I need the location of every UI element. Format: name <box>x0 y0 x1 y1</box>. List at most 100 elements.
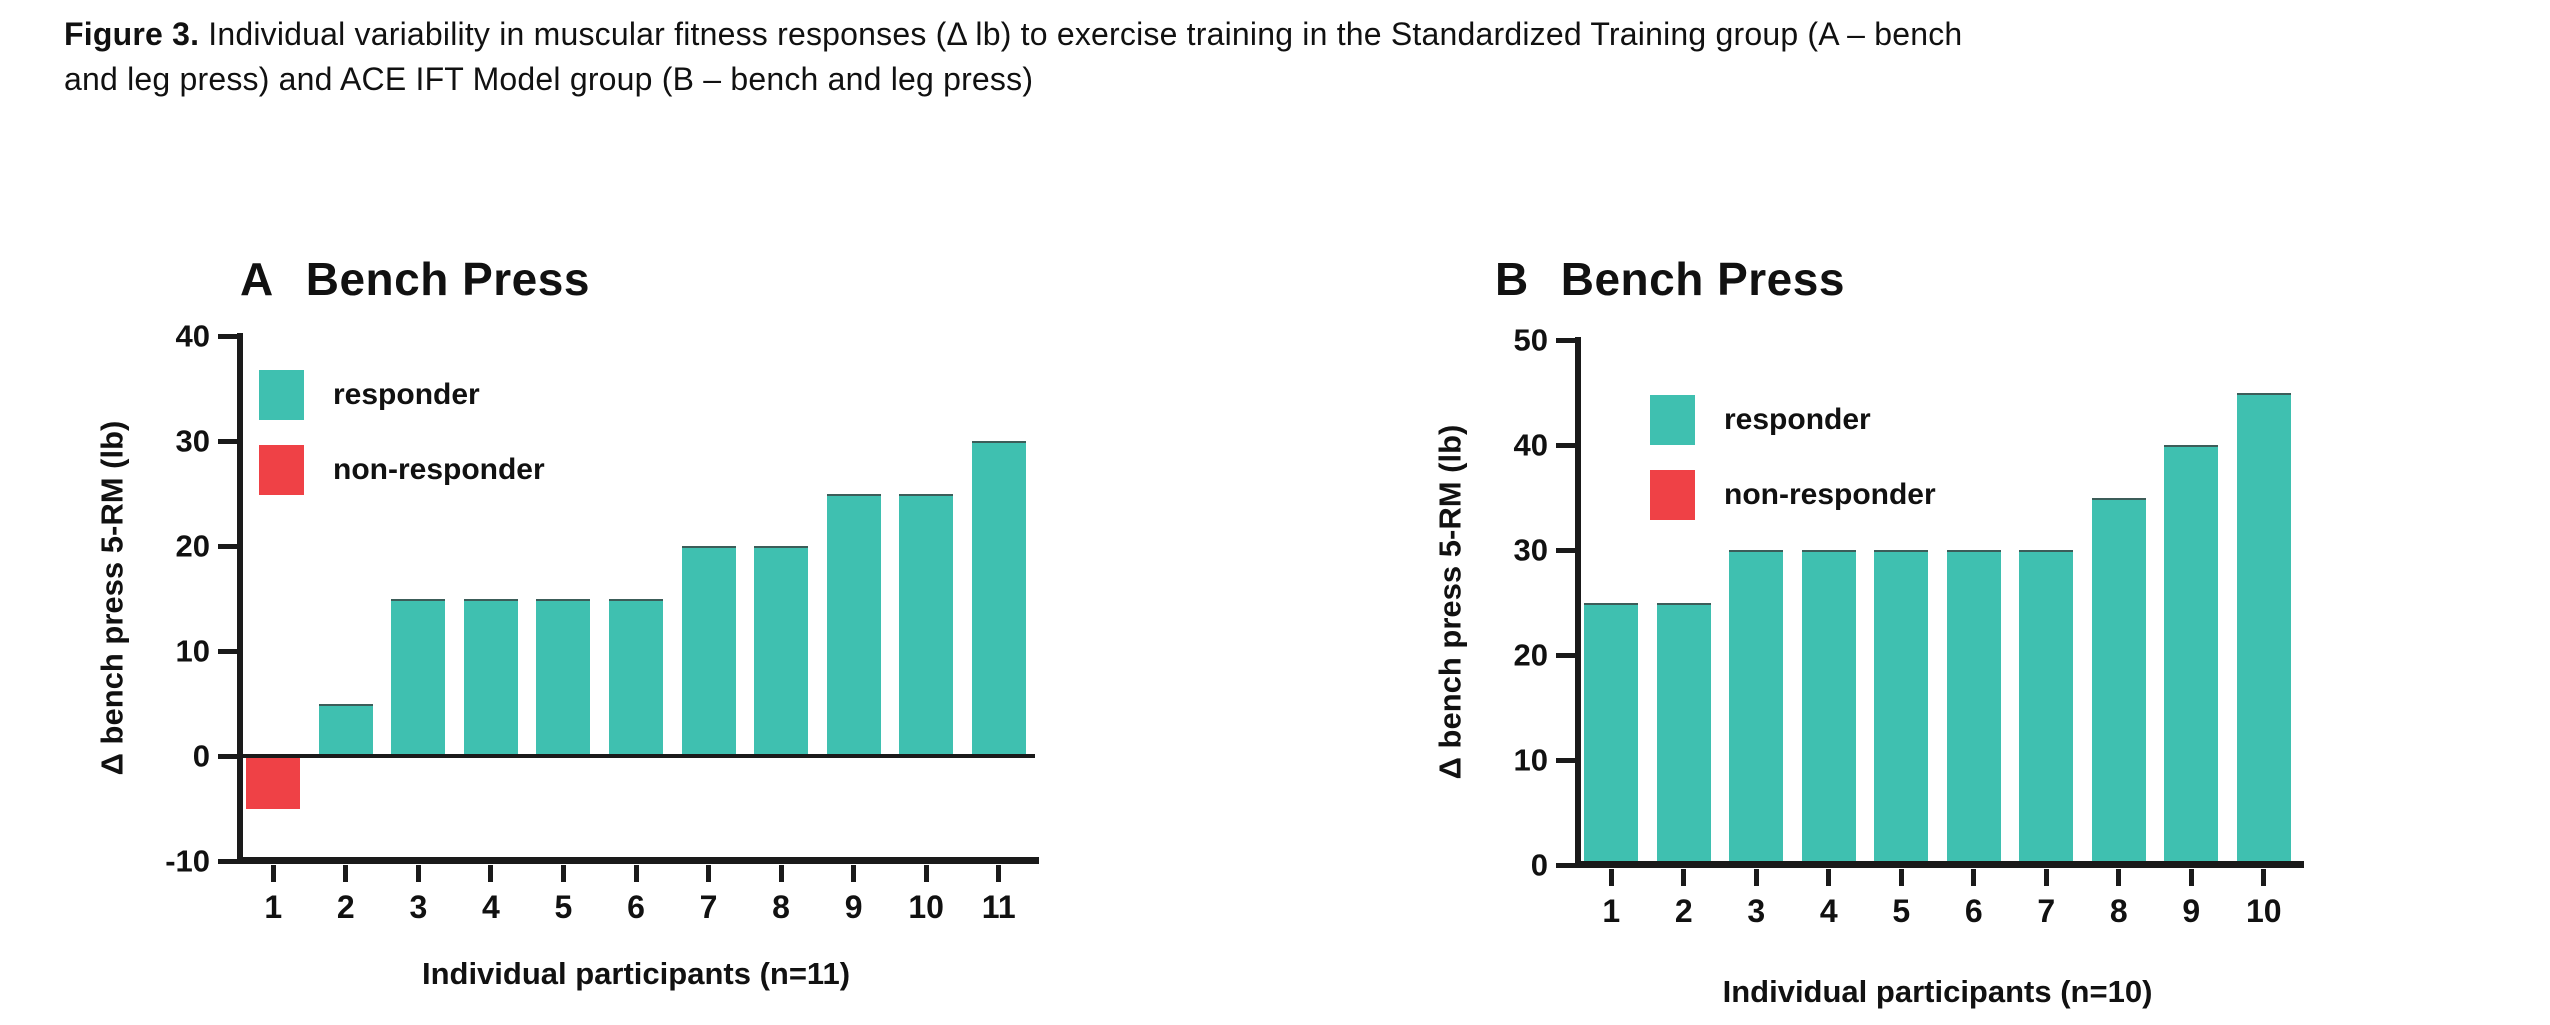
x-tick <box>1898 869 1904 886</box>
panel-letter: A <box>240 253 274 305</box>
bar-participant-10 <box>899 493 954 756</box>
x-tick-label: 10 <box>908 889 944 925</box>
x-tick-label: 9 <box>2182 893 2201 929</box>
bar-participant-5 <box>536 598 591 756</box>
x-axis <box>237 857 1039 864</box>
x-tick-label: 8 <box>2109 893 2128 929</box>
x-tick-label: 9 <box>844 889 863 925</box>
figure-caption-text: Individual variability in muscular fitne… <box>64 16 1963 97</box>
y-tick-label: -10 <box>165 843 210 879</box>
y-axis <box>1575 337 1581 865</box>
y-tick-label: 30 <box>1513 532 1548 568</box>
x-tick-label: 4 <box>1819 893 1838 929</box>
bar-participant-4 <box>463 598 518 756</box>
y-tick <box>218 438 237 444</box>
y-tick-label: 10 <box>1513 742 1548 778</box>
x-tick <box>778 865 784 882</box>
chart-title-text: Bench Press <box>1560 253 1845 305</box>
x-tick-label: 7 <box>2037 893 2056 929</box>
y-tick <box>1556 757 1575 763</box>
legend-label-non-responder: non-responder <box>1724 478 1936 511</box>
y-tick <box>1556 652 1575 658</box>
y-axis-label: Δ bench press 5-RM (lb) <box>1432 424 1468 780</box>
x-tick-label: 5 <box>554 889 573 925</box>
y-tick-label: 0 <box>1530 847 1548 883</box>
legend-label-non-responder: non-responder <box>333 453 545 486</box>
x-tick-label: 2 <box>336 889 355 925</box>
legend-item-responder: responder <box>259 370 545 420</box>
panel-letter: B <box>1495 253 1529 305</box>
chart-panel-a-bench-press: A Bench Press Δ bench press 5-RM (lb) re… <box>95 240 1190 1025</box>
legend-item-non-responder: non-responder <box>1650 470 1936 520</box>
zero-baseline <box>237 754 1035 758</box>
x-tick <box>488 865 494 882</box>
x-tick <box>2116 869 2122 886</box>
x-tick-label: 1 <box>264 889 283 925</box>
x-tick <box>2261 869 2267 886</box>
y-tick <box>218 333 237 339</box>
plot-area: responder non-responder 50 40 30 20 10 0 1 2 3 4 5… <box>1514 325 2304 927</box>
x-tick-label: 5 <box>1892 893 1911 929</box>
x-tick <box>2043 869 2049 886</box>
chart-title-text: Bench Press <box>305 253 590 305</box>
bar-participant-2 <box>318 703 373 756</box>
non-responder-swatch <box>1650 470 1695 520</box>
x-tick <box>343 865 349 882</box>
x-axis <box>1575 861 2304 868</box>
bar-participant-7 <box>681 546 736 756</box>
y-tick-label: 30 <box>175 423 210 459</box>
x-tick <box>2188 869 2194 886</box>
non-responder-swatch <box>259 445 304 495</box>
y-axis <box>237 333 243 861</box>
x-tick <box>560 865 566 882</box>
bar-participant-6 <box>1946 550 2001 865</box>
bar-participant-5 <box>1874 550 1929 865</box>
y-tick-label: 20 <box>1513 637 1548 673</box>
y-tick <box>1556 862 1575 868</box>
x-tick-label: 10 <box>2245 893 2282 929</box>
x-tick-label: 6 <box>627 889 645 925</box>
chart-panel-b-bench-press: B Bench Press Δ bench press 5-RM (lb) re… <box>1360 240 2450 1025</box>
bar-participant-9 <box>826 493 881 756</box>
bar-participant-9 <box>2164 445 2219 865</box>
bar-participant-1 <box>246 756 301 809</box>
x-tick <box>1608 869 1614 886</box>
bar-participant-1 <box>1584 602 1639 865</box>
legend-item-non-responder: non-responder <box>259 445 545 495</box>
x-tick-label: 11 <box>981 889 1016 925</box>
x-tick-label: 8 <box>772 889 790 925</box>
x-tick <box>1681 869 1687 886</box>
x-tick-label: 6 <box>1964 893 1983 929</box>
chart-title: A Bench Press <box>240 252 590 306</box>
x-tick-label: 3 <box>409 889 428 925</box>
responder-swatch <box>259 370 304 420</box>
y-tick <box>1556 442 1575 448</box>
x-axis-label: Individual participants (n=10) <box>1722 974 2153 1009</box>
figure-caption: Figure 3. Individual variability in musc… <box>64 12 1994 102</box>
bar-participant-10 <box>2236 392 2291 865</box>
x-tick <box>1971 869 1977 886</box>
y-tick-label: 40 <box>175 318 210 354</box>
y-tick <box>218 648 237 654</box>
legend-item-responder: responder <box>1650 395 1936 445</box>
chart-title: B Bench Press <box>1495 252 1845 306</box>
x-tick <box>706 865 712 882</box>
bar-participant-8 <box>2091 497 2146 865</box>
legend-label-responder: responder <box>1724 403 1871 436</box>
x-tick <box>851 865 857 882</box>
legend-label-responder: responder <box>333 378 480 411</box>
bar-participant-6 <box>609 598 663 756</box>
y-tick <box>218 543 237 549</box>
y-tick-label: 40 <box>1513 427 1548 463</box>
x-tick <box>415 865 421 882</box>
x-tick <box>923 865 929 882</box>
bar-participant-8 <box>754 546 809 756</box>
y-tick-label: 20 <box>175 528 210 564</box>
y-tick-label: 0 <box>192 738 210 774</box>
figure-label: Figure 3. <box>64 16 200 52</box>
x-tick-label: 7 <box>699 889 718 925</box>
y-axis-label: Δ bench press 5-RM (lb) <box>94 420 130 776</box>
bar-participant-3 <box>1729 550 1784 865</box>
x-tick-label: 3 <box>1747 893 1766 929</box>
bar-participant-2 <box>1656 602 1711 865</box>
